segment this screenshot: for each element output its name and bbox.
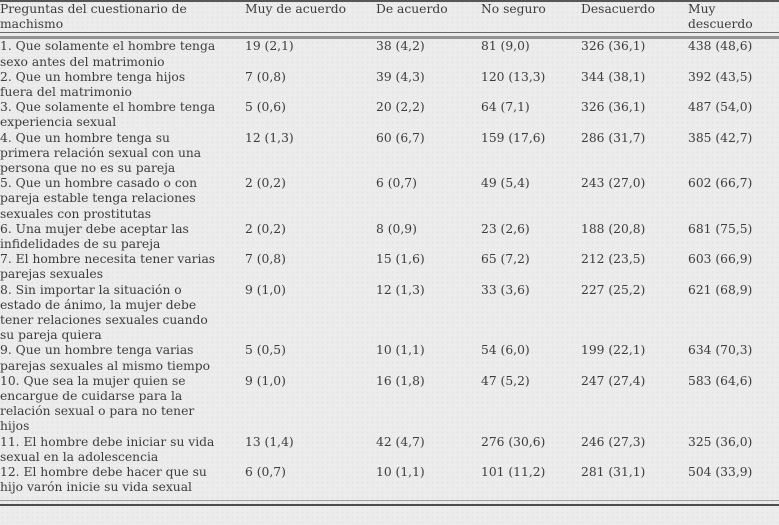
question-cell: 7. El hombre necesita tener varias parej… (0, 252, 216, 282)
value-cell: 243 (27,0) (581, 176, 646, 191)
table-row: 4. Que un hombre tenga su primera relaci… (0, 131, 779, 177)
value-cell: 5 (0,6) (245, 100, 286, 115)
header-separator-rule (0, 36, 779, 40)
value-cell: 60 (6,7) (376, 130, 425, 145)
value-cell: 16 (1,8) (376, 373, 425, 388)
value-cell: 326 (36,1) (581, 100, 646, 115)
value-cell: 603 (66,9) (688, 252, 753, 267)
value-cell: 487 (54,0) (688, 100, 753, 115)
value-cell: 6 (0,7) (245, 465, 286, 480)
table-row: 3. Que solamente el hombre tenga experie… (0, 100, 779, 130)
value-cell: 286 (31,7) (581, 130, 646, 145)
question-cell: 1. Que solamente el hombre tenga sexo an… (0, 39, 216, 69)
value-cell: 326 (36,1) (581, 39, 646, 54)
value-cell: 13 (1,4) (245, 434, 294, 449)
table-row: 8. Sin importar la situación o estado de… (0, 283, 779, 344)
bottom-thin-rule (0, 499, 779, 501)
value-cell: 38 (4,2) (376, 39, 425, 54)
value-cell: 120 (13,3) (481, 69, 546, 84)
value-cell: 9 (1,0) (245, 373, 286, 388)
header-row: Preguntas del cuestionario de machismo M… (0, 2, 779, 34)
value-cell: 10 (1,1) (376, 343, 425, 358)
value-cell: 33 (3,6) (481, 282, 530, 297)
value-cell: 42 (4,7) (376, 434, 425, 449)
value-cell: 20 (2,2) (376, 100, 425, 115)
column-header-de-acuerdo: De acuerdo (376, 2, 481, 34)
value-cell: 325 (36,0) (688, 434, 753, 449)
table-row: 10. Que sea la mujer quien se encargue d… (0, 374, 779, 435)
value-cell: 101 (11,2) (481, 465, 546, 480)
value-cell: 634 (70,3) (688, 343, 753, 358)
question-cell: 11. El hombre debe iniciar su vida sexua… (0, 434, 215, 464)
value-cell: 7 (0,8) (245, 69, 286, 84)
value-cell: 10 (1,1) (376, 465, 425, 480)
question-cell: 2. Que un hombre tenga hijos fuera del m… (0, 69, 186, 100)
value-cell: 54 (6,0) (481, 343, 530, 358)
column-header-questions: Preguntas del cuestionario de machismo (0, 2, 245, 34)
value-cell: 438 (48,6) (688, 39, 753, 54)
value-cell: 39 (4,3) (376, 69, 425, 84)
question-cell: 10. Que sea la mujer quien se encargue d… (0, 373, 195, 434)
value-cell: 8 (0,9) (376, 221, 417, 236)
table-row: 11. El hombre debe iniciar su vida sexua… (0, 435, 779, 465)
value-cell: 344 (38,1) (581, 69, 646, 84)
value-cell: 159 (17,6) (481, 130, 546, 145)
value-cell: 2 (0,2) (245, 176, 286, 191)
table-row: 5. Que un hombre casado o con pareja est… (0, 176, 779, 222)
header-separator (0, 33, 779, 40)
value-cell: 246 (27,3) (581, 434, 646, 449)
value-cell: 12 (1,3) (245, 130, 294, 145)
value-cell: 392 (43,5) (688, 69, 753, 84)
value-cell: 385 (42,7) (688, 130, 753, 145)
value-cell: 6 (0,7) (376, 176, 417, 191)
value-cell: 47 (5,2) (481, 373, 530, 388)
value-cell: 64 (7,1) (481, 100, 530, 115)
value-cell: 5 (0,5) (245, 343, 286, 358)
column-header-no-seguro: No seguro (481, 2, 581, 34)
table-row: 2. Que un hombre tenga hijos fuera del m… (0, 70, 779, 100)
table-row: 7. El hombre necesita tener varias parej… (0, 252, 779, 282)
value-cell: 583 (64,6) (688, 373, 753, 388)
value-cell: 188 (20,8) (581, 221, 646, 236)
question-cell: 3. Que solamente el hombre tenga experie… (0, 100, 216, 130)
table-row: 6. Una mujer debe aceptar las infidelida… (0, 222, 779, 252)
questionnaire-table-page: Preguntas del cuestionario de machismo M… (0, 0, 779, 506)
column-header-muy-descuerdo: Muy descuerdo (688, 2, 779, 34)
table-row: 9. Que un hombre tenga varias parejas se… (0, 343, 779, 373)
table-row: 12. El hombre debe hacer que su hijo var… (0, 465, 779, 495)
value-cell: 15 (1,6) (376, 252, 425, 267)
value-cell: 12 (1,3) (376, 282, 425, 297)
value-cell: 65 (7,2) (481, 252, 530, 267)
question-cell: 5. Que un hombre casado o con pareja est… (0, 176, 198, 221)
question-cell: 12. El hombre debe hacer que su hijo var… (0, 465, 207, 495)
machismo-questionnaire-table: Preguntas del cuestionario de machismo M… (0, 2, 779, 496)
value-cell: 81 (9,0) (481, 39, 530, 54)
table-row: 1. Que solamente el hombre tenga sexo an… (0, 39, 779, 69)
value-cell: 281 (31,1) (581, 465, 646, 480)
value-cell: 621 (68,9) (688, 282, 753, 297)
value-cell: 2 (0,2) (245, 221, 286, 236)
column-header-muy-de-acuerdo: Muy de acuerdo (245, 2, 376, 34)
value-cell: 9 (1,0) (245, 282, 286, 297)
column-header-desacuerdo: Desacuerdo (581, 2, 688, 34)
value-cell: 227 (25,2) (581, 282, 646, 297)
value-cell: 7 (0,8) (245, 252, 286, 267)
value-cell: 19 (2,1) (245, 39, 294, 54)
bottom-thick-rule (0, 503, 779, 506)
question-cell: 4. Que un hombre tenga su primera relaci… (0, 130, 202, 176)
value-cell: 247 (27,4) (581, 373, 646, 388)
question-cell: 9. Que un hombre tenga varias parejas se… (0, 343, 211, 373)
value-cell: 681 (75,5) (688, 221, 753, 236)
top-rule (0, 0, 779, 2)
value-cell: 199 (22,1) (581, 343, 646, 358)
question-cell: 6. Una mujer debe aceptar las infidelida… (0, 221, 189, 252)
value-cell: 504 (33,9) (688, 465, 753, 480)
value-cell: 23 (2,6) (481, 221, 530, 236)
question-cell: 8. Sin importar la situación o estado de… (0, 282, 208, 343)
value-cell: 602 (66,7) (688, 176, 753, 191)
value-cell: 276 (30,6) (481, 434, 546, 449)
value-cell: 49 (5,4) (481, 176, 530, 191)
value-cell: 212 (23,5) (581, 252, 646, 267)
